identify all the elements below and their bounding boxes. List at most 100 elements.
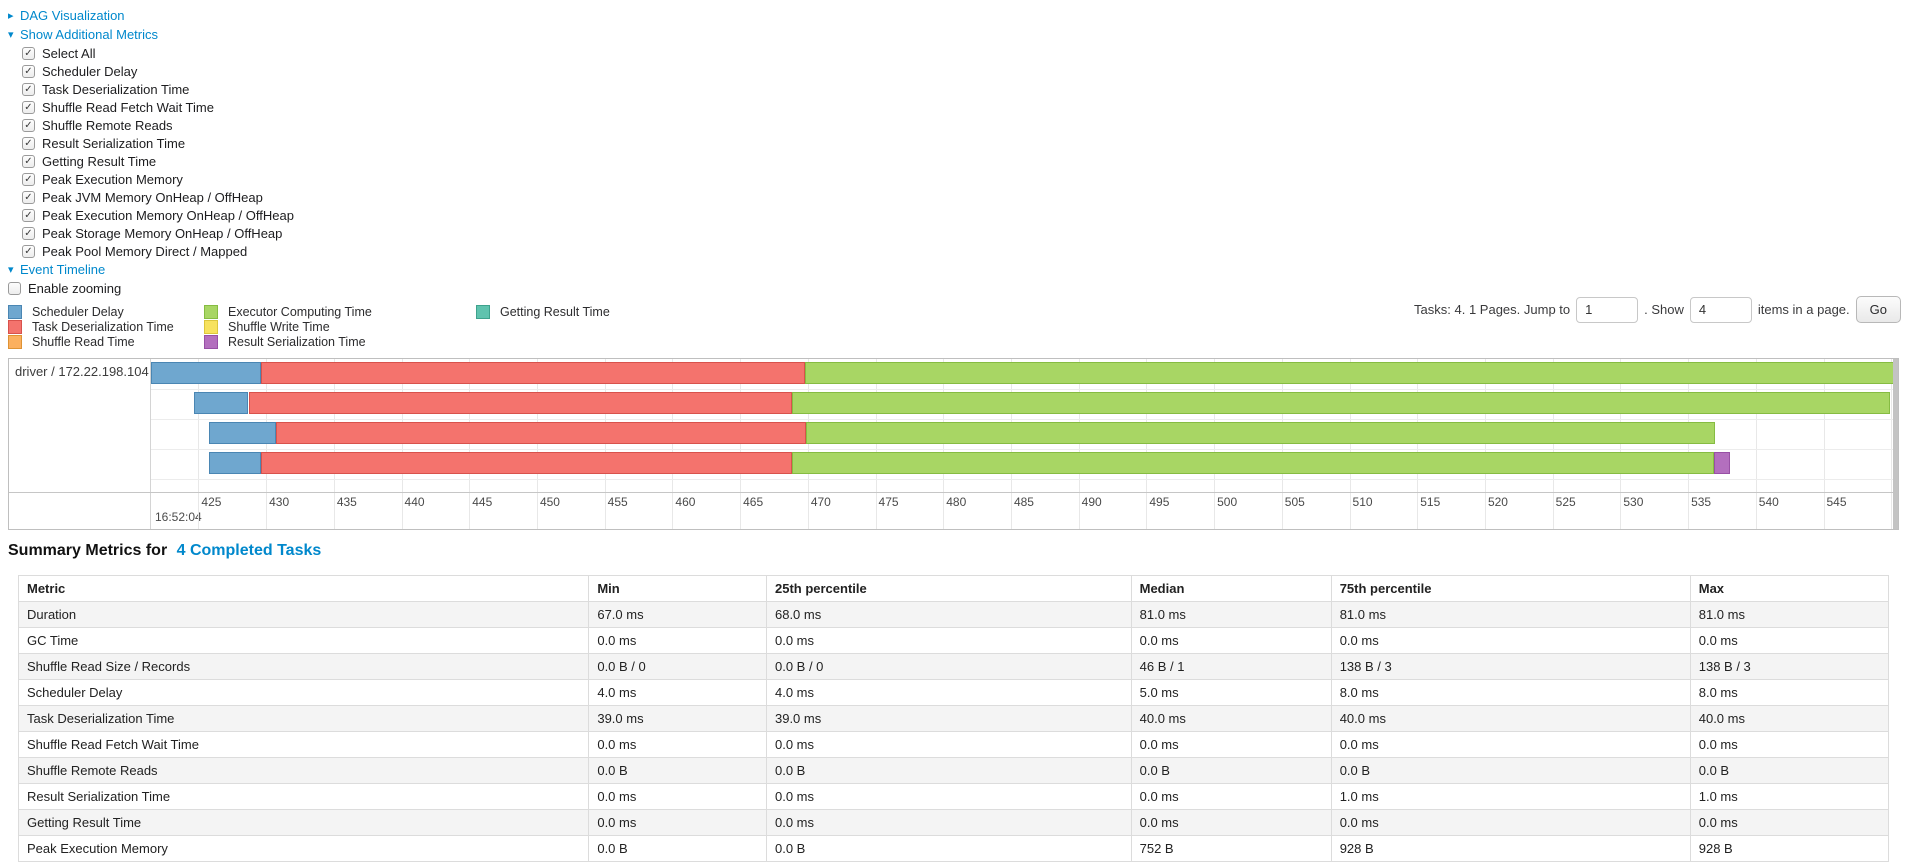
metric-checkbox-row: ✓ Shuffle Remote Reads xyxy=(8,116,1899,134)
metric-value-cell: 0.0 ms xyxy=(1330,627,1691,654)
gridline xyxy=(1688,359,1690,529)
dag-visualization-link[interactable]: DAG Visualization xyxy=(20,8,125,23)
event-timeline-toggle[interactable]: ▾ Event Timeline xyxy=(8,260,1899,279)
legend-label: Scheduler Delay xyxy=(32,304,124,319)
metric-value-cell: 0.0 B xyxy=(1130,757,1332,784)
legend-label: Task Deserialization Time xyxy=(32,319,174,334)
axis-tick-label: 505 xyxy=(1284,495,1305,509)
metric-value-cell: 67.0 ms xyxy=(588,601,767,628)
checkbox-label: Shuffle Read Fetch Wait Time xyxy=(42,99,214,115)
checkbox[interactable]: ✓ xyxy=(22,154,35,168)
show-additional-metrics-link[interactable]: Show Additional Metrics xyxy=(20,27,159,42)
metric-value-cell: 39.0 ms xyxy=(588,705,767,732)
gridline xyxy=(536,359,538,529)
task-segment-task-deserialization[interactable] xyxy=(260,362,806,384)
go-button[interactable]: Go xyxy=(1855,296,1901,323)
axis-tick-label: 530 xyxy=(1623,495,1644,509)
metric-value-cell: 5.0 ms xyxy=(1130,679,1332,706)
metric-value-cell: 0.0 ms xyxy=(1130,731,1332,758)
axis-tick-label: 495 xyxy=(1149,495,1170,509)
summary-metrics-heading: Summary Metrics for 4 Completed Tasks xyxy=(8,542,1899,562)
checkbox[interactable]: ✓ xyxy=(22,118,35,132)
chevron-right-icon: ▸ xyxy=(8,10,14,22)
task-segment-scheduler-delay[interactable] xyxy=(194,392,249,414)
legend-swatch-icon xyxy=(204,334,218,349)
event-timeline-link[interactable]: Event Timeline xyxy=(20,262,106,277)
metric-value-cell: 1.0 ms xyxy=(1330,783,1691,810)
legend-item: Result Serialization Time xyxy=(204,334,476,349)
legend-label: Getting Result Time xyxy=(500,304,610,319)
checkbox[interactable]: ✓ xyxy=(22,100,35,114)
task-segment-scheduler-delay[interactable] xyxy=(209,422,276,444)
checkbox[interactable]: ✓ xyxy=(22,226,35,240)
metric-checkbox-row: ✓ Shuffle Read Fetch Wait Time xyxy=(8,98,1899,116)
enable-zooming-row: Enable zooming xyxy=(8,279,1899,297)
metric-checkbox-row: ✓ Peak Pool Memory Direct / Mapped xyxy=(8,242,1899,260)
metric-value-cell: 0.0 B / 0 xyxy=(765,653,1132,680)
metric-value-cell: 4.0 ms xyxy=(765,679,1132,706)
metric-name-cell: Shuffle Read Fetch Wait Time xyxy=(17,731,590,758)
checkbox[interactable]: ✓ xyxy=(22,208,35,222)
legend-column: Scheduler Delay Task Deserialization Time… xyxy=(8,304,204,349)
legend-item: Scheduler Delay xyxy=(8,304,204,319)
gridline xyxy=(266,359,268,529)
legend-column: Executor Computing Time Shuffle Write Tim… xyxy=(204,304,476,349)
checkbox[interactable]: ✓ xyxy=(22,64,35,78)
gridline xyxy=(1755,359,1757,529)
gridline xyxy=(1823,359,1825,529)
gridline xyxy=(1417,359,1419,529)
legend-label: Executor Computing Time xyxy=(228,304,372,319)
metric-name-cell: Peak Execution Memory xyxy=(17,835,590,862)
gridline xyxy=(943,359,945,529)
items-per-page-input[interactable] xyxy=(1689,296,1752,323)
show-additional-metrics-toggle[interactable]: ▾ Show Additional Metrics xyxy=(8,25,1899,44)
metric-checkbox-row: ✓ Result Serialization Time xyxy=(8,134,1899,152)
task-segment-task-deserialization[interactable] xyxy=(260,452,792,474)
metric-value-cell: 138 B / 3 xyxy=(1330,653,1691,680)
metric-value-cell: 0.0 B xyxy=(765,757,1132,784)
checkbox[interactable]: ✓ xyxy=(22,82,35,96)
task-segment-task-deserialization[interactable] xyxy=(275,422,807,444)
gridline xyxy=(672,359,674,529)
legend-swatch-icon xyxy=(8,319,22,334)
metric-checkbox-row: ✓ Peak JVM Memory OnHeap / OffHeap xyxy=(8,188,1899,206)
axis-tick-label: 430 xyxy=(269,495,290,509)
task-segment-scheduler-delay[interactable] xyxy=(209,452,261,474)
axis-tick-label: 540 xyxy=(1758,495,1779,509)
metric-name-cell: Duration xyxy=(17,601,590,628)
axis-tick-label: 510 xyxy=(1352,495,1373,509)
timeline-group-column: driver / 172.22.198.104 xyxy=(9,359,151,529)
metric-value-cell: 928 B xyxy=(1330,835,1691,862)
completed-tasks-link[interactable]: 4 Completed Tasks xyxy=(176,542,322,559)
dag-visualization-toggle[interactable]: ▸ DAG Visualization xyxy=(8,6,1899,25)
task-segment-executor-computing[interactable] xyxy=(806,422,1716,444)
checkbox[interactable]: ✓ xyxy=(22,136,35,150)
task-segment-executor-computing[interactable] xyxy=(805,362,1898,384)
legend-swatch-icon xyxy=(476,304,490,319)
gridline xyxy=(1078,359,1080,529)
checkbox[interactable]: ✓ xyxy=(22,46,35,60)
metric-value-cell: 0.0 ms xyxy=(1130,809,1332,836)
axis-tick-label: 465 xyxy=(743,495,764,509)
enable-zooming-checkbox[interactable] xyxy=(8,281,21,295)
gridline xyxy=(1620,359,1622,529)
checkbox-label: Peak Execution Memory xyxy=(42,171,183,187)
task-segment-executor-computing[interactable] xyxy=(791,392,1890,414)
table-row: Getting Result Time 0.0 ms 0.0 ms 0.0 ms 0.0… xyxy=(17,809,1890,836)
jump-to-page-input[interactable] xyxy=(1576,296,1639,323)
task-segment-executor-computing[interactable] xyxy=(791,452,1714,474)
checkbox[interactable]: ✓ xyxy=(22,190,35,204)
metric-value-cell: 0.0 ms xyxy=(1689,809,1890,836)
checkbox[interactable]: ✓ xyxy=(22,172,35,186)
axis-tick-label: 480 xyxy=(946,495,967,509)
metric-value-cell: 0.0 ms xyxy=(765,731,1132,758)
metric-value-cell: 40.0 ms xyxy=(1330,705,1691,732)
metric-value-cell: 928 B xyxy=(1689,835,1890,862)
executor-group-label: driver / 172.22.198.104 xyxy=(15,364,149,379)
task-segment-result-serialization[interactable] xyxy=(1713,452,1731,474)
metric-value-cell: 0.0 ms xyxy=(588,627,767,654)
gridline xyxy=(401,359,403,529)
checkbox[interactable]: ✓ xyxy=(22,244,35,258)
task-segment-scheduler-delay[interactable] xyxy=(151,362,261,384)
task-segment-task-deserialization[interactable] xyxy=(248,392,792,414)
